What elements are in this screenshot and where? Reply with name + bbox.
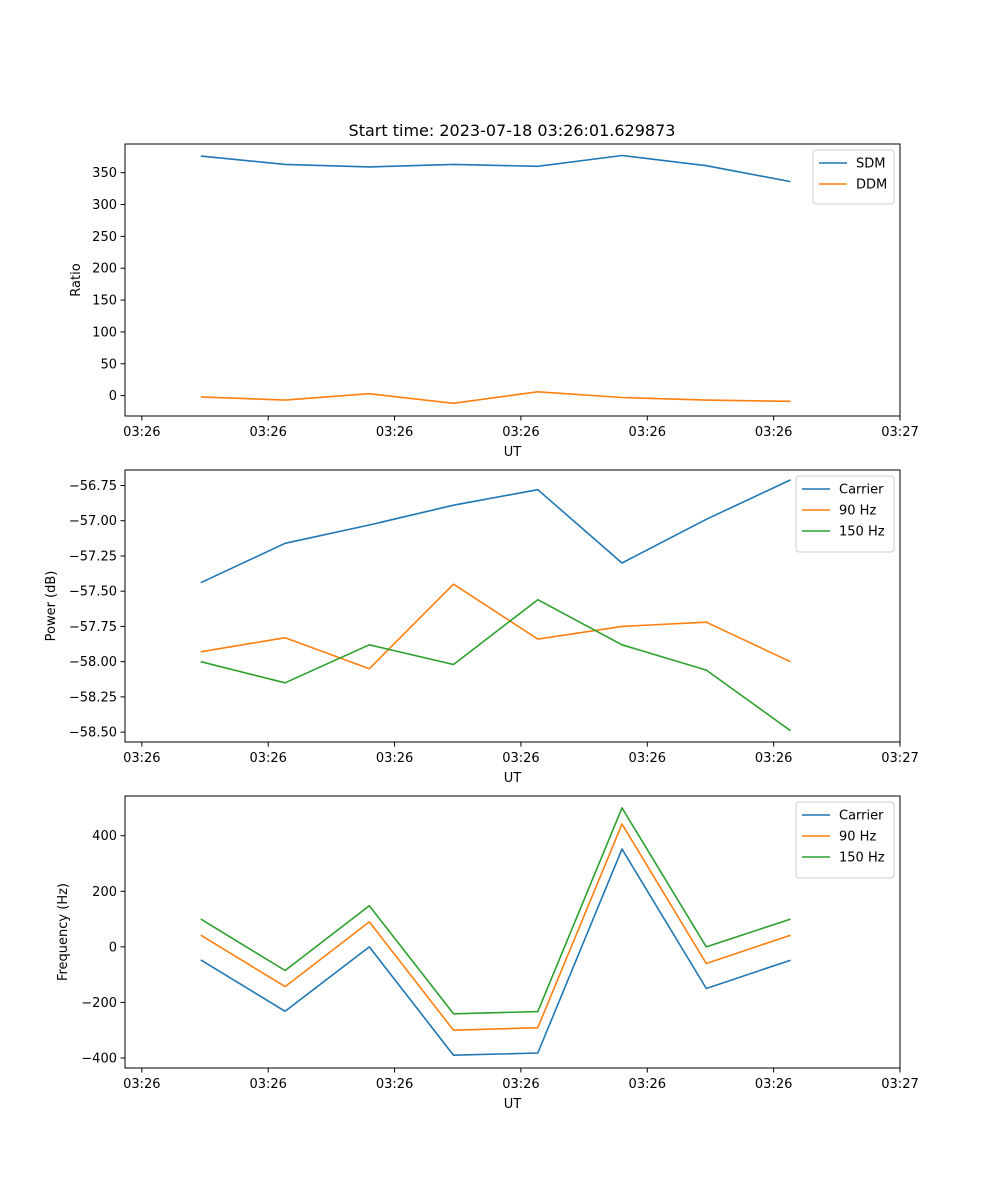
y-tick-label: −58.00 bbox=[69, 655, 117, 670]
x-tick-label: 03:26 bbox=[123, 1077, 160, 1092]
legend-label: 150 Hz bbox=[839, 525, 885, 540]
y-tick-label: 50 bbox=[100, 357, 117, 372]
y-tick-label: 0 bbox=[109, 940, 117, 955]
y-tick-label: −200 bbox=[81, 996, 117, 1011]
x-tick-label: 03:26 bbox=[755, 751, 792, 766]
y-tick-label: 200 bbox=[92, 885, 117, 900]
x-axis-label: UT bbox=[504, 445, 522, 460]
y-tick-label: 200 bbox=[92, 262, 117, 277]
x-tick-label: 03:26 bbox=[123, 425, 160, 440]
y-tick-label: −57.25 bbox=[69, 549, 117, 564]
axes-frame bbox=[124, 469, 901, 743]
x-axis-label: UT bbox=[504, 1097, 522, 1112]
y-tick-label: −57.00 bbox=[69, 514, 117, 529]
y-tick-label: −57.50 bbox=[69, 585, 117, 600]
x-tick-label: 03:27 bbox=[881, 425, 918, 440]
y-tick-label: −58.50 bbox=[69, 726, 117, 741]
x-tick-label: 03:26 bbox=[629, 1077, 666, 1092]
series-line-90-hz bbox=[200, 583, 791, 670]
x-tick-label: 03:26 bbox=[629, 425, 666, 440]
y-tick-label: −58.25 bbox=[69, 690, 117, 705]
chart-panel-2: 03:26 03:26 03:26 03:26 03:26 03:26 03:27 −58.5… bbox=[44, 469, 919, 786]
legend-label: SDM bbox=[856, 157, 885, 172]
axes-frame bbox=[124, 143, 901, 417]
legend-frame bbox=[795, 475, 895, 553]
x-tick-label: 03:26 bbox=[755, 1077, 792, 1092]
x-tick-label: 03:26 bbox=[376, 751, 413, 766]
legend: Carrier 90 Hz 150 Hz bbox=[795, 801, 895, 879]
legend: SDM DDM bbox=[812, 149, 895, 205]
x-tick-label: 03:26 bbox=[123, 751, 160, 766]
axes-frame bbox=[124, 795, 901, 1069]
x-tick-label: 03:26 bbox=[502, 425, 539, 440]
series-line-sdm bbox=[200, 154, 791, 183]
x-tick-label: 03:27 bbox=[881, 1077, 918, 1092]
y-axis-label: Frequency (Hz) bbox=[56, 883, 71, 981]
legend-frame bbox=[795, 801, 895, 879]
legend-label: Carrier bbox=[839, 809, 884, 824]
y-tick-label: 300 bbox=[92, 198, 117, 213]
x-tick-label: 03:26 bbox=[249, 1077, 286, 1092]
y-tick-label: 0 bbox=[109, 389, 117, 404]
charts-container: 03:26 03:26 03:26 03:26 03:26 03:26 03:27 0 50 10… bbox=[44, 143, 919, 1112]
y-axis-label: Power (dB) bbox=[44, 571, 59, 642]
chart-title: Start time: 2023-07-18 03:26:01.629873 bbox=[349, 121, 676, 140]
legend-label: 150 Hz bbox=[839, 851, 885, 866]
chart-panel-3: 03:26 03:26 03:26 03:26 03:26 03:26 03:27 −400 −… bbox=[56, 795, 919, 1112]
x-tick-label: 03:26 bbox=[249, 751, 286, 766]
series-line-carrier bbox=[200, 848, 791, 1056]
y-tick-label: 150 bbox=[92, 294, 117, 309]
y-tick-label: 100 bbox=[92, 325, 117, 340]
x-tick-label: 03:26 bbox=[502, 751, 539, 766]
y-tick-label: −56.75 bbox=[69, 479, 117, 494]
series-line-150-hz bbox=[200, 807, 791, 1015]
series-line-ddm bbox=[200, 390, 791, 405]
x-axis-label: UT bbox=[504, 771, 522, 786]
series-line-carrier bbox=[200, 479, 791, 584]
y-tick-label: 350 bbox=[92, 166, 117, 181]
x-tick-label: 03:26 bbox=[376, 425, 413, 440]
x-tick-label: 03:27 bbox=[881, 751, 918, 766]
y-tick-label: 400 bbox=[92, 829, 117, 844]
x-tick-label: 03:26 bbox=[249, 425, 286, 440]
legend-label: 90 Hz bbox=[839, 830, 876, 845]
legend-label: 90 Hz bbox=[839, 504, 876, 519]
y-tick-label: 250 bbox=[92, 230, 117, 245]
x-tick-label: 03:26 bbox=[502, 1077, 539, 1092]
legend: Carrier 90 Hz 150 Hz bbox=[795, 475, 895, 553]
y-axis-label: Ratio bbox=[69, 263, 84, 296]
y-tick-label: −57.75 bbox=[69, 620, 117, 635]
x-tick-label: 03:26 bbox=[629, 751, 666, 766]
series-line-150-hz bbox=[200, 598, 791, 732]
x-tick-label: 03:26 bbox=[755, 425, 792, 440]
y-tick-label: −400 bbox=[81, 1051, 117, 1066]
legend-label: Carrier bbox=[839, 483, 884, 498]
series-line-90-hz bbox=[200, 823, 791, 1031]
chart-panel-1: 03:26 03:26 03:26 03:26 03:26 03:26 03:27 0 50 10… bbox=[69, 143, 919, 460]
x-tick-label: 03:26 bbox=[376, 1077, 413, 1092]
legend-label: DDM bbox=[856, 178, 887, 193]
